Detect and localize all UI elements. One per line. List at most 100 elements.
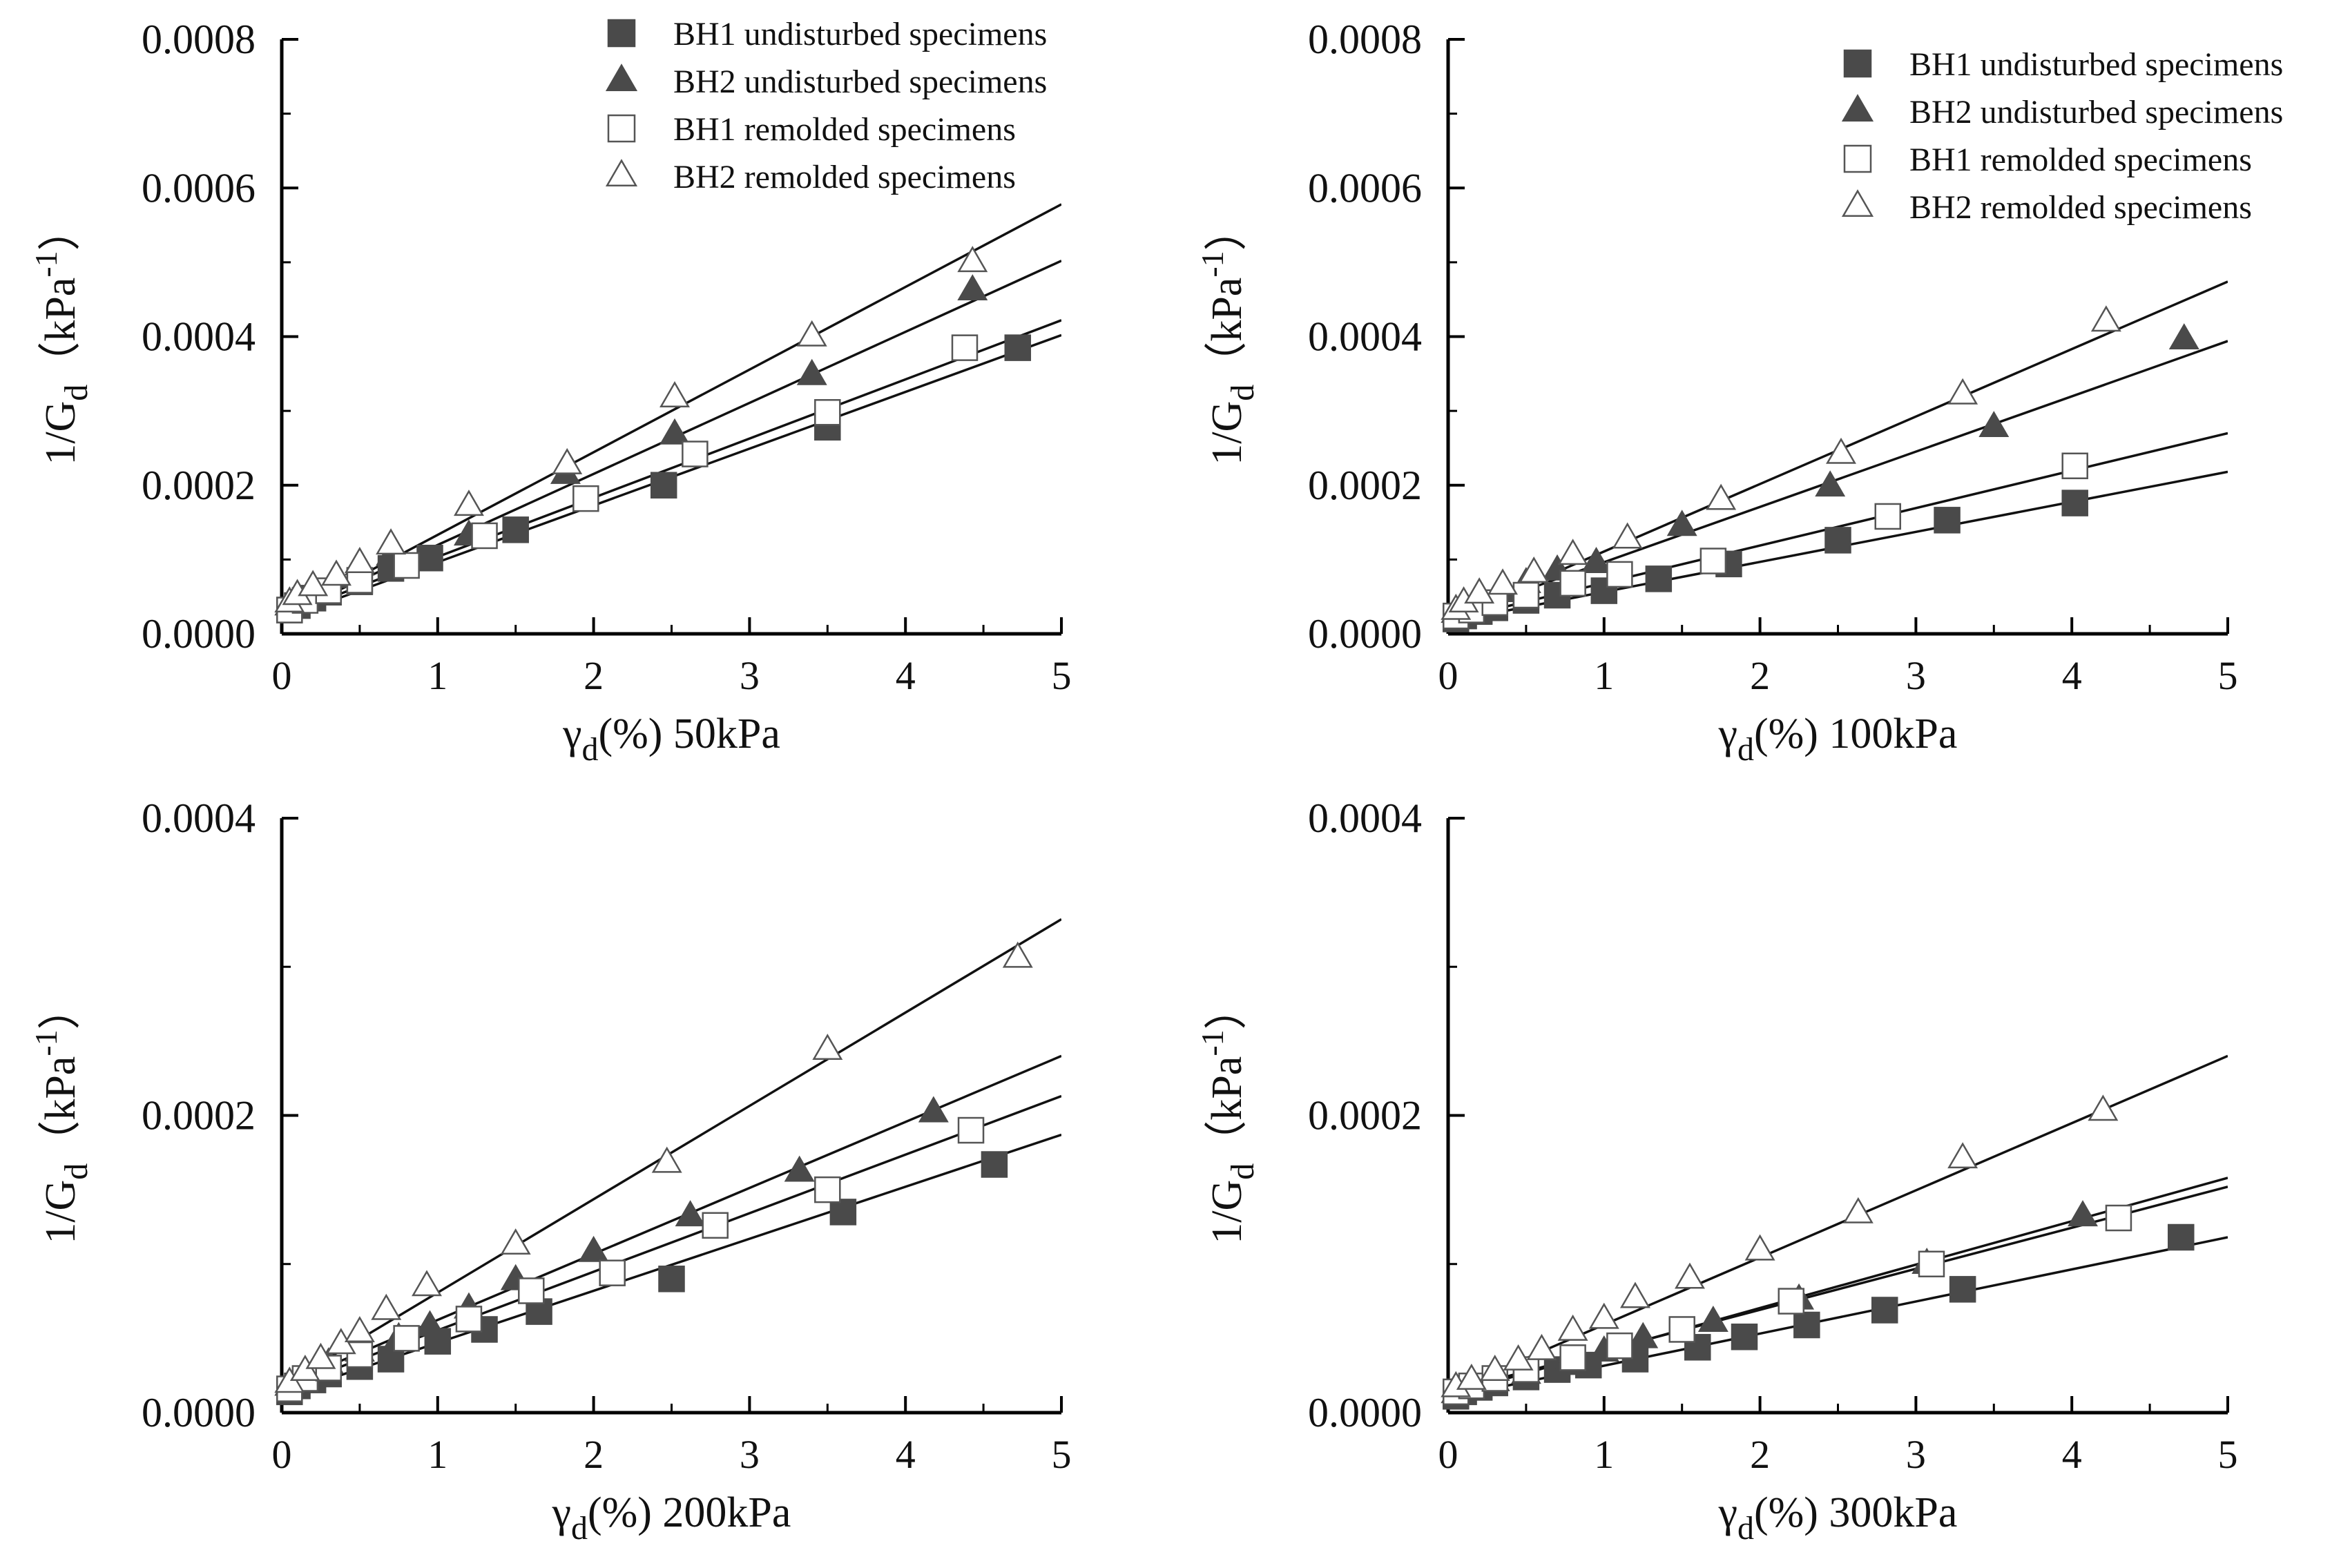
data-point	[298, 570, 329, 597]
data-point	[796, 320, 827, 347]
data-point	[1557, 1314, 1588, 1341]
panel-top-left: 0 1 2 3 4 50.00000.00020.00040.00060.0008γd(%…	[28, 16, 1072, 768]
x-tick-label: 5	[1052, 1432, 1072, 1477]
data-point	[1793, 1311, 1820, 1339]
data-point	[500, 1228, 531, 1255]
y-label-sub: d	[1224, 385, 1261, 401]
y-tick-label: 0.0006	[1308, 165, 1422, 211]
series-3-points	[274, 941, 1033, 1393]
x-tick-label: 2	[1750, 653, 1770, 698]
data-point	[2105, 1204, 2132, 1232]
data-point	[1668, 1316, 1695, 1343]
legend: BH1 undisturbed specimens BH2 undisturbed…	[605, 16, 1047, 195]
data-point	[1590, 577, 1618, 604]
y-axis-label: 1/Gd（kPa-1）	[1195, 987, 1261, 1243]
y-label-unit: （kPa	[37, 1056, 84, 1163]
data-point	[784, 1155, 815, 1182]
panel-top-right: 0 1 2 3 4 50.00000.00020.00040.00060.0008γd(%…	[1195, 17, 2283, 768]
data-point	[2168, 323, 2199, 350]
data-point	[1503, 1344, 1534, 1371]
y-label-sup: -1	[28, 251, 64, 277]
data-point	[1949, 1276, 1976, 1303]
data-point	[1947, 378, 1978, 405]
x-tick-label: 3	[740, 1432, 760, 1477]
y-label-main: 1/G	[1204, 401, 1251, 465]
data-point	[650, 472, 677, 499]
data-point	[1588, 1302, 1619, 1329]
data-point	[1697, 1305, 1728, 1332]
data-point	[455, 1306, 483, 1333]
data-point	[1606, 561, 1633, 588]
data-point	[578, 1235, 609, 1262]
x-tick-label: 3	[740, 653, 760, 698]
data-point	[321, 559, 351, 586]
x-tick-label: 0	[1438, 1432, 1458, 1477]
data-point	[1918, 1250, 1945, 1277]
data-point	[2068, 1200, 2098, 1227]
x-label-sub: d	[571, 1510, 588, 1547]
y-label-sub: d	[1224, 1163, 1261, 1180]
y-tick-label: 0.0002	[1308, 463, 1422, 508]
data-point	[981, 1151, 1008, 1178]
y-axis-label: 1/Gd（kPa-1）	[28, 208, 95, 465]
series-1-points	[274, 274, 988, 616]
data-point	[1706, 483, 1737, 510]
x-tick-label: 1	[427, 653, 447, 698]
y-label-close: ）	[1204, 208, 1251, 251]
legend-marker	[607, 114, 636, 143]
y-tick-label: 0.0000	[142, 1390, 256, 1435]
data-point	[1871, 1297, 1898, 1324]
data-point	[1581, 547, 1612, 574]
data-point	[675, 1200, 706, 1227]
data-point	[1612, 522, 1643, 549]
series-1-points	[1441, 1200, 2098, 1404]
data-point	[1519, 556, 1550, 583]
y-tick-label: 0.0000	[1308, 1390, 1422, 1435]
data-point	[796, 358, 827, 385]
data-point	[812, 1034, 843, 1061]
x-axis-label: γd(%) 300kPa	[1718, 1489, 1958, 1547]
y-label-unit: （kPa	[1204, 278, 1251, 385]
data-point	[1002, 941, 1033, 968]
y-label-sup: -1	[1195, 1029, 1230, 1056]
legend-marker	[1843, 144, 1872, 173]
legend: BH1 undisturbed specimens BH2 undisturbed…	[1841, 46, 2283, 226]
legend-marker	[605, 64, 638, 91]
y-label-main: 1/G	[37, 401, 84, 465]
data-point	[814, 1176, 841, 1203]
data-point	[471, 522, 498, 550]
y-tick-label: 0.0008	[1308, 17, 1422, 62]
data-point	[502, 516, 529, 543]
x-axis-label: γd(%) 50kPa	[562, 710, 780, 768]
x-tick-label: 4	[2062, 653, 2082, 698]
data-point	[1487, 568, 1518, 595]
data-point	[1826, 437, 1856, 464]
data-point	[1842, 1197, 1874, 1223]
data-point	[344, 1316, 375, 1343]
y-tick-label: 0.0004	[142, 314, 256, 360]
data-point	[2061, 452, 2088, 480]
data-point	[1815, 470, 1846, 497]
y-axis-label: 1/Gd（kPa-1）	[28, 987, 95, 1243]
data-point	[2061, 490, 2088, 516]
legend-marker	[607, 19, 636, 48]
legend-marker	[605, 159, 638, 186]
data-point	[1824, 527, 1851, 554]
x-label-rest: (%) 100kPa	[1754, 710, 1957, 757]
fit-line-series-3	[282, 918, 1061, 1387]
data-point	[957, 274, 988, 301]
x-tick-label: 0	[272, 653, 292, 698]
data-point	[393, 1325, 420, 1352]
data-point	[1731, 1323, 1758, 1351]
series-0-points	[276, 334, 1032, 623]
legend-label: BH2 remolded specimens	[673, 159, 1016, 195]
data-point	[1675, 1262, 1705, 1289]
data-point	[1526, 1333, 1557, 1360]
x-label-sub: d	[1737, 731, 1754, 768]
data-point	[1645, 565, 1673, 592]
x-tick-label: 5	[2218, 653, 2238, 698]
data-point	[599, 1259, 626, 1286]
series-3-points	[274, 246, 988, 613]
